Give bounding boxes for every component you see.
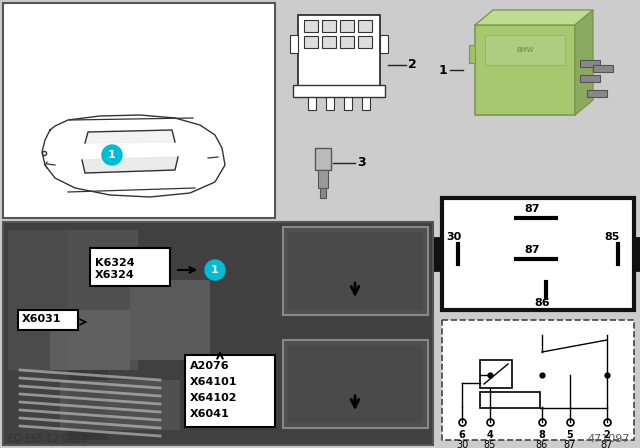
Bar bbox=[362, 90, 370, 110]
Bar bbox=[380, 35, 388, 53]
Text: 8: 8 bbox=[539, 430, 545, 440]
Bar bbox=[634, 238, 640, 270]
Text: 86: 86 bbox=[536, 440, 548, 448]
Polygon shape bbox=[85, 130, 175, 143]
Bar bbox=[290, 35, 298, 53]
Text: 1: 1 bbox=[108, 150, 116, 160]
Bar bbox=[293, 85, 385, 97]
Bar bbox=[580, 75, 600, 82]
Text: 471097: 471097 bbox=[588, 434, 630, 444]
Bar bbox=[326, 90, 334, 110]
Text: 3: 3 bbox=[357, 156, 365, 169]
Text: 30: 30 bbox=[446, 232, 461, 242]
Polygon shape bbox=[82, 157, 178, 173]
Bar bbox=[283, 340, 428, 428]
Polygon shape bbox=[575, 10, 593, 115]
Text: EO E65 12 0222: EO E65 12 0222 bbox=[8, 434, 87, 444]
Text: X64102: X64102 bbox=[190, 393, 237, 403]
Bar bbox=[283, 227, 428, 315]
Bar bbox=[593, 65, 613, 72]
Bar bbox=[304, 36, 318, 48]
Bar bbox=[304, 20, 318, 32]
Bar bbox=[3, 3, 275, 218]
Text: 2: 2 bbox=[408, 59, 417, 72]
Bar bbox=[18, 310, 78, 330]
Text: 6: 6 bbox=[459, 430, 465, 440]
Bar bbox=[320, 188, 326, 198]
Text: A2076: A2076 bbox=[190, 361, 230, 371]
Bar bbox=[480, 392, 540, 408]
Bar bbox=[428, 238, 442, 270]
Text: 87: 87 bbox=[524, 204, 540, 214]
Text: 85: 85 bbox=[604, 232, 620, 242]
Bar bbox=[8, 370, 108, 440]
Text: X6324: X6324 bbox=[95, 270, 135, 280]
Bar bbox=[469, 45, 475, 63]
Bar bbox=[322, 20, 336, 32]
Text: 5: 5 bbox=[566, 430, 573, 440]
Bar bbox=[308, 90, 316, 110]
Bar bbox=[358, 36, 372, 48]
Text: 85: 85 bbox=[484, 440, 496, 448]
Bar bbox=[344, 90, 352, 110]
Text: BMW: BMW bbox=[516, 47, 534, 53]
Bar bbox=[442, 198, 634, 310]
Bar bbox=[60, 380, 180, 430]
Text: 86: 86 bbox=[534, 298, 550, 308]
Bar bbox=[8, 230, 138, 370]
Text: 4: 4 bbox=[486, 430, 493, 440]
Text: K6324: K6324 bbox=[95, 258, 134, 268]
Circle shape bbox=[102, 145, 122, 165]
Bar bbox=[358, 20, 372, 32]
Bar bbox=[298, 15, 380, 90]
Bar bbox=[185, 355, 275, 427]
Bar bbox=[315, 148, 331, 170]
Text: 30: 30 bbox=[456, 440, 468, 448]
Circle shape bbox=[205, 260, 225, 280]
Bar bbox=[8, 230, 68, 440]
Bar bbox=[340, 36, 354, 48]
Bar bbox=[475, 25, 575, 115]
Text: X6041: X6041 bbox=[190, 409, 230, 419]
Bar bbox=[480, 360, 512, 388]
Bar bbox=[442, 320, 634, 440]
Polygon shape bbox=[82, 157, 178, 173]
Text: 1: 1 bbox=[211, 265, 219, 275]
Text: 87: 87 bbox=[601, 440, 613, 448]
Text: X6031: X6031 bbox=[22, 314, 61, 324]
Bar bbox=[3, 222, 433, 445]
Bar bbox=[288, 345, 423, 423]
Text: 2: 2 bbox=[604, 430, 611, 440]
Bar bbox=[587, 90, 607, 97]
Bar bbox=[90, 248, 170, 286]
Text: 87: 87 bbox=[564, 440, 576, 448]
Bar bbox=[50, 310, 130, 370]
Bar bbox=[318, 170, 328, 188]
Bar bbox=[322, 36, 336, 48]
Polygon shape bbox=[475, 10, 593, 25]
Bar bbox=[288, 232, 423, 310]
Text: X64101: X64101 bbox=[190, 377, 237, 387]
Bar bbox=[340, 20, 354, 32]
Bar bbox=[485, 35, 565, 65]
Bar bbox=[580, 60, 600, 67]
Text: 1: 1 bbox=[438, 64, 447, 77]
Text: 87: 87 bbox=[524, 245, 540, 255]
Bar bbox=[130, 280, 210, 360]
